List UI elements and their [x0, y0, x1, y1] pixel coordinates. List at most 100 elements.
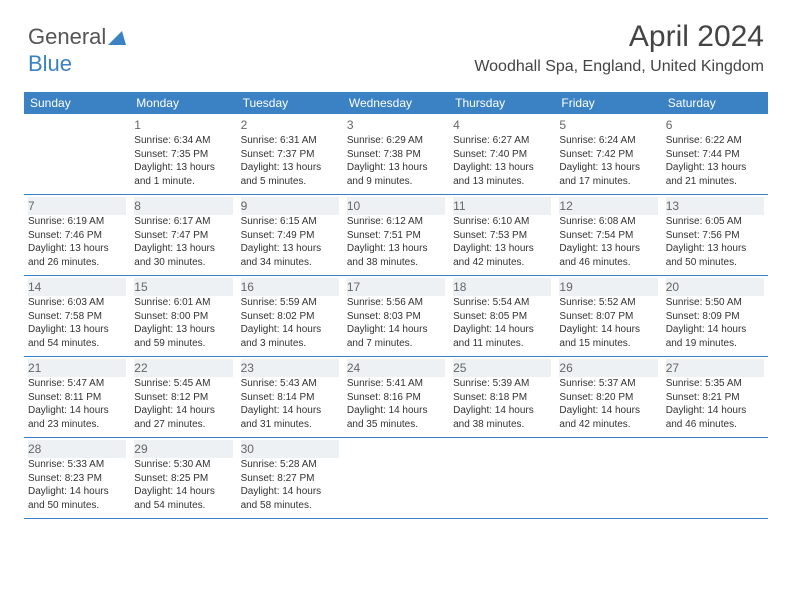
day-detail: Sunset: 8:07 PM: [559, 310, 657, 324]
day-number: 27: [666, 359, 764, 377]
day-detail: Sunset: 8:11 PM: [28, 391, 126, 405]
day-cell: 27Sunrise: 5:35 AMSunset: 8:21 PMDayligh…: [662, 357, 768, 437]
day-number: 29: [134, 440, 232, 458]
day-detail: and 27 minutes.: [134, 418, 232, 432]
day-cell: 10Sunrise: 6:12 AMSunset: 7:51 PMDayligh…: [343, 195, 449, 275]
day-detail: Daylight: 14 hours: [559, 404, 657, 418]
day-detail: Sunrise: 6:29 AM: [347, 134, 445, 148]
day-cell: [449, 438, 555, 518]
day-detail: and 34 minutes.: [241, 256, 339, 270]
day-cell: 22Sunrise: 5:45 AMSunset: 8:12 PMDayligh…: [130, 357, 236, 437]
day-detail: and 7 minutes.: [347, 337, 445, 351]
day-cell: 4Sunrise: 6:27 AMSunset: 7:40 PMDaylight…: [449, 114, 555, 194]
day-detail: Sunrise: 6:27 AM: [453, 134, 551, 148]
day-detail: Sunrise: 5:35 AM: [666, 377, 764, 391]
day-detail: and 58 minutes.: [241, 499, 339, 513]
day-detail: Daylight: 14 hours: [666, 323, 764, 337]
day-cell: 26Sunrise: 5:37 AMSunset: 8:20 PMDayligh…: [555, 357, 661, 437]
day-detail: Sunset: 8:20 PM: [559, 391, 657, 405]
day-cell: 9Sunrise: 6:15 AMSunset: 7:49 PMDaylight…: [237, 195, 343, 275]
day-number: 10: [347, 197, 445, 215]
day-detail: Sunset: 7:40 PM: [453, 148, 551, 162]
day-detail: Daylight: 13 hours: [28, 242, 126, 256]
day-detail: Daylight: 14 hours: [453, 404, 551, 418]
day-detail: Sunrise: 5:59 AM: [241, 296, 339, 310]
day-detail: and 5 minutes.: [241, 175, 339, 189]
title-block: April 2024 Woodhall Spa, England, United…: [474, 20, 764, 76]
day-detail: Daylight: 14 hours: [347, 323, 445, 337]
day-detail: Daylight: 14 hours: [134, 485, 232, 499]
day-cell: 13Sunrise: 6:05 AMSunset: 7:56 PMDayligh…: [662, 195, 768, 275]
day-number: 1: [134, 116, 232, 134]
day-detail: Sunset: 8:05 PM: [453, 310, 551, 324]
day-detail: Sunset: 8:21 PM: [666, 391, 764, 405]
day-detail: Sunrise: 5:52 AM: [559, 296, 657, 310]
day-detail: and 38 minutes.: [453, 418, 551, 432]
day-cell: 12Sunrise: 6:08 AMSunset: 7:54 PMDayligh…: [555, 195, 661, 275]
day-number: 25: [453, 359, 551, 377]
day-cell: 8Sunrise: 6:17 AMSunset: 7:47 PMDaylight…: [130, 195, 236, 275]
day-detail: Daylight: 14 hours: [453, 323, 551, 337]
day-number: 2: [241, 116, 339, 134]
day-detail: Sunrise: 6:15 AM: [241, 215, 339, 229]
day-detail: and 9 minutes.: [347, 175, 445, 189]
day-detail: Sunrise: 6:01 AM: [134, 296, 232, 310]
day-detail: Sunset: 7:53 PM: [453, 229, 551, 243]
day-number: 5: [559, 116, 657, 134]
day-cell: 21Sunrise: 5:47 AMSunset: 8:11 PMDayligh…: [24, 357, 130, 437]
day-detail: Daylight: 14 hours: [28, 485, 126, 499]
day-detail: Sunset: 8:23 PM: [28, 472, 126, 486]
day-detail: Sunset: 7:37 PM: [241, 148, 339, 162]
day-detail: and 1 minute.: [134, 175, 232, 189]
day-number: 30: [241, 440, 339, 458]
day-detail: Sunset: 8:12 PM: [134, 391, 232, 405]
day-cell: [24, 114, 130, 194]
weekday-header: Thursday: [449, 92, 555, 114]
day-detail: Sunset: 7:44 PM: [666, 148, 764, 162]
day-cell: [662, 438, 768, 518]
day-detail: and 38 minutes.: [347, 256, 445, 270]
day-detail: and 31 minutes.: [241, 418, 339, 432]
day-cell: 25Sunrise: 5:39 AMSunset: 8:18 PMDayligh…: [449, 357, 555, 437]
day-detail: and 59 minutes.: [134, 337, 232, 351]
day-detail: Daylight: 13 hours: [134, 323, 232, 337]
day-detail: Daylight: 13 hours: [347, 161, 445, 175]
weekday-header: Tuesday: [237, 92, 343, 114]
day-detail: and 35 minutes.: [347, 418, 445, 432]
day-number: 23: [241, 359, 339, 377]
day-detail: and 42 minutes.: [559, 418, 657, 432]
day-detail: Sunset: 7:47 PM: [134, 229, 232, 243]
day-detail: Daylight: 14 hours: [241, 404, 339, 418]
day-detail: Sunset: 7:42 PM: [559, 148, 657, 162]
day-number: 9: [241, 197, 339, 215]
day-cell: 1Sunrise: 6:34 AMSunset: 7:35 PMDaylight…: [130, 114, 236, 194]
day-detail: and 42 minutes.: [453, 256, 551, 270]
day-cell: 24Sunrise: 5:41 AMSunset: 8:16 PMDayligh…: [343, 357, 449, 437]
day-detail: Sunset: 8:16 PM: [347, 391, 445, 405]
day-detail: Sunrise: 5:50 AM: [666, 296, 764, 310]
day-detail: Sunset: 7:58 PM: [28, 310, 126, 324]
day-detail: Sunrise: 6:31 AM: [241, 134, 339, 148]
day-detail: Daylight: 13 hours: [666, 161, 764, 175]
day-detail: Daylight: 13 hours: [134, 161, 232, 175]
day-detail: and 23 minutes.: [28, 418, 126, 432]
day-cell: 20Sunrise: 5:50 AMSunset: 8:09 PMDayligh…: [662, 276, 768, 356]
calendar: Sunday Monday Tuesday Wednesday Thursday…: [24, 92, 768, 519]
calendar-header-row: Sunday Monday Tuesday Wednesday Thursday…: [24, 92, 768, 114]
day-detail: Sunset: 7:54 PM: [559, 229, 657, 243]
day-cell: [343, 438, 449, 518]
day-number: 11: [453, 197, 551, 215]
day-detail: Sunrise: 5:47 AM: [28, 377, 126, 391]
day-cell: [555, 438, 661, 518]
day-detail: Sunset: 8:03 PM: [347, 310, 445, 324]
day-detail: Sunrise: 5:56 AM: [347, 296, 445, 310]
day-detail: Daylight: 14 hours: [559, 323, 657, 337]
day-cell: 5Sunrise: 6:24 AMSunset: 7:42 PMDaylight…: [555, 114, 661, 194]
day-detail: Sunrise: 6:22 AM: [666, 134, 764, 148]
day-cell: 6Sunrise: 6:22 AMSunset: 7:44 PMDaylight…: [662, 114, 768, 194]
day-number: 24: [347, 359, 445, 377]
calendar-week-row: 14Sunrise: 6:03 AMSunset: 7:58 PMDayligh…: [24, 276, 768, 357]
logo-text-2: Blue: [28, 51, 72, 76]
day-cell: 19Sunrise: 5:52 AMSunset: 8:07 PMDayligh…: [555, 276, 661, 356]
weekday-header: Wednesday: [343, 92, 449, 114]
